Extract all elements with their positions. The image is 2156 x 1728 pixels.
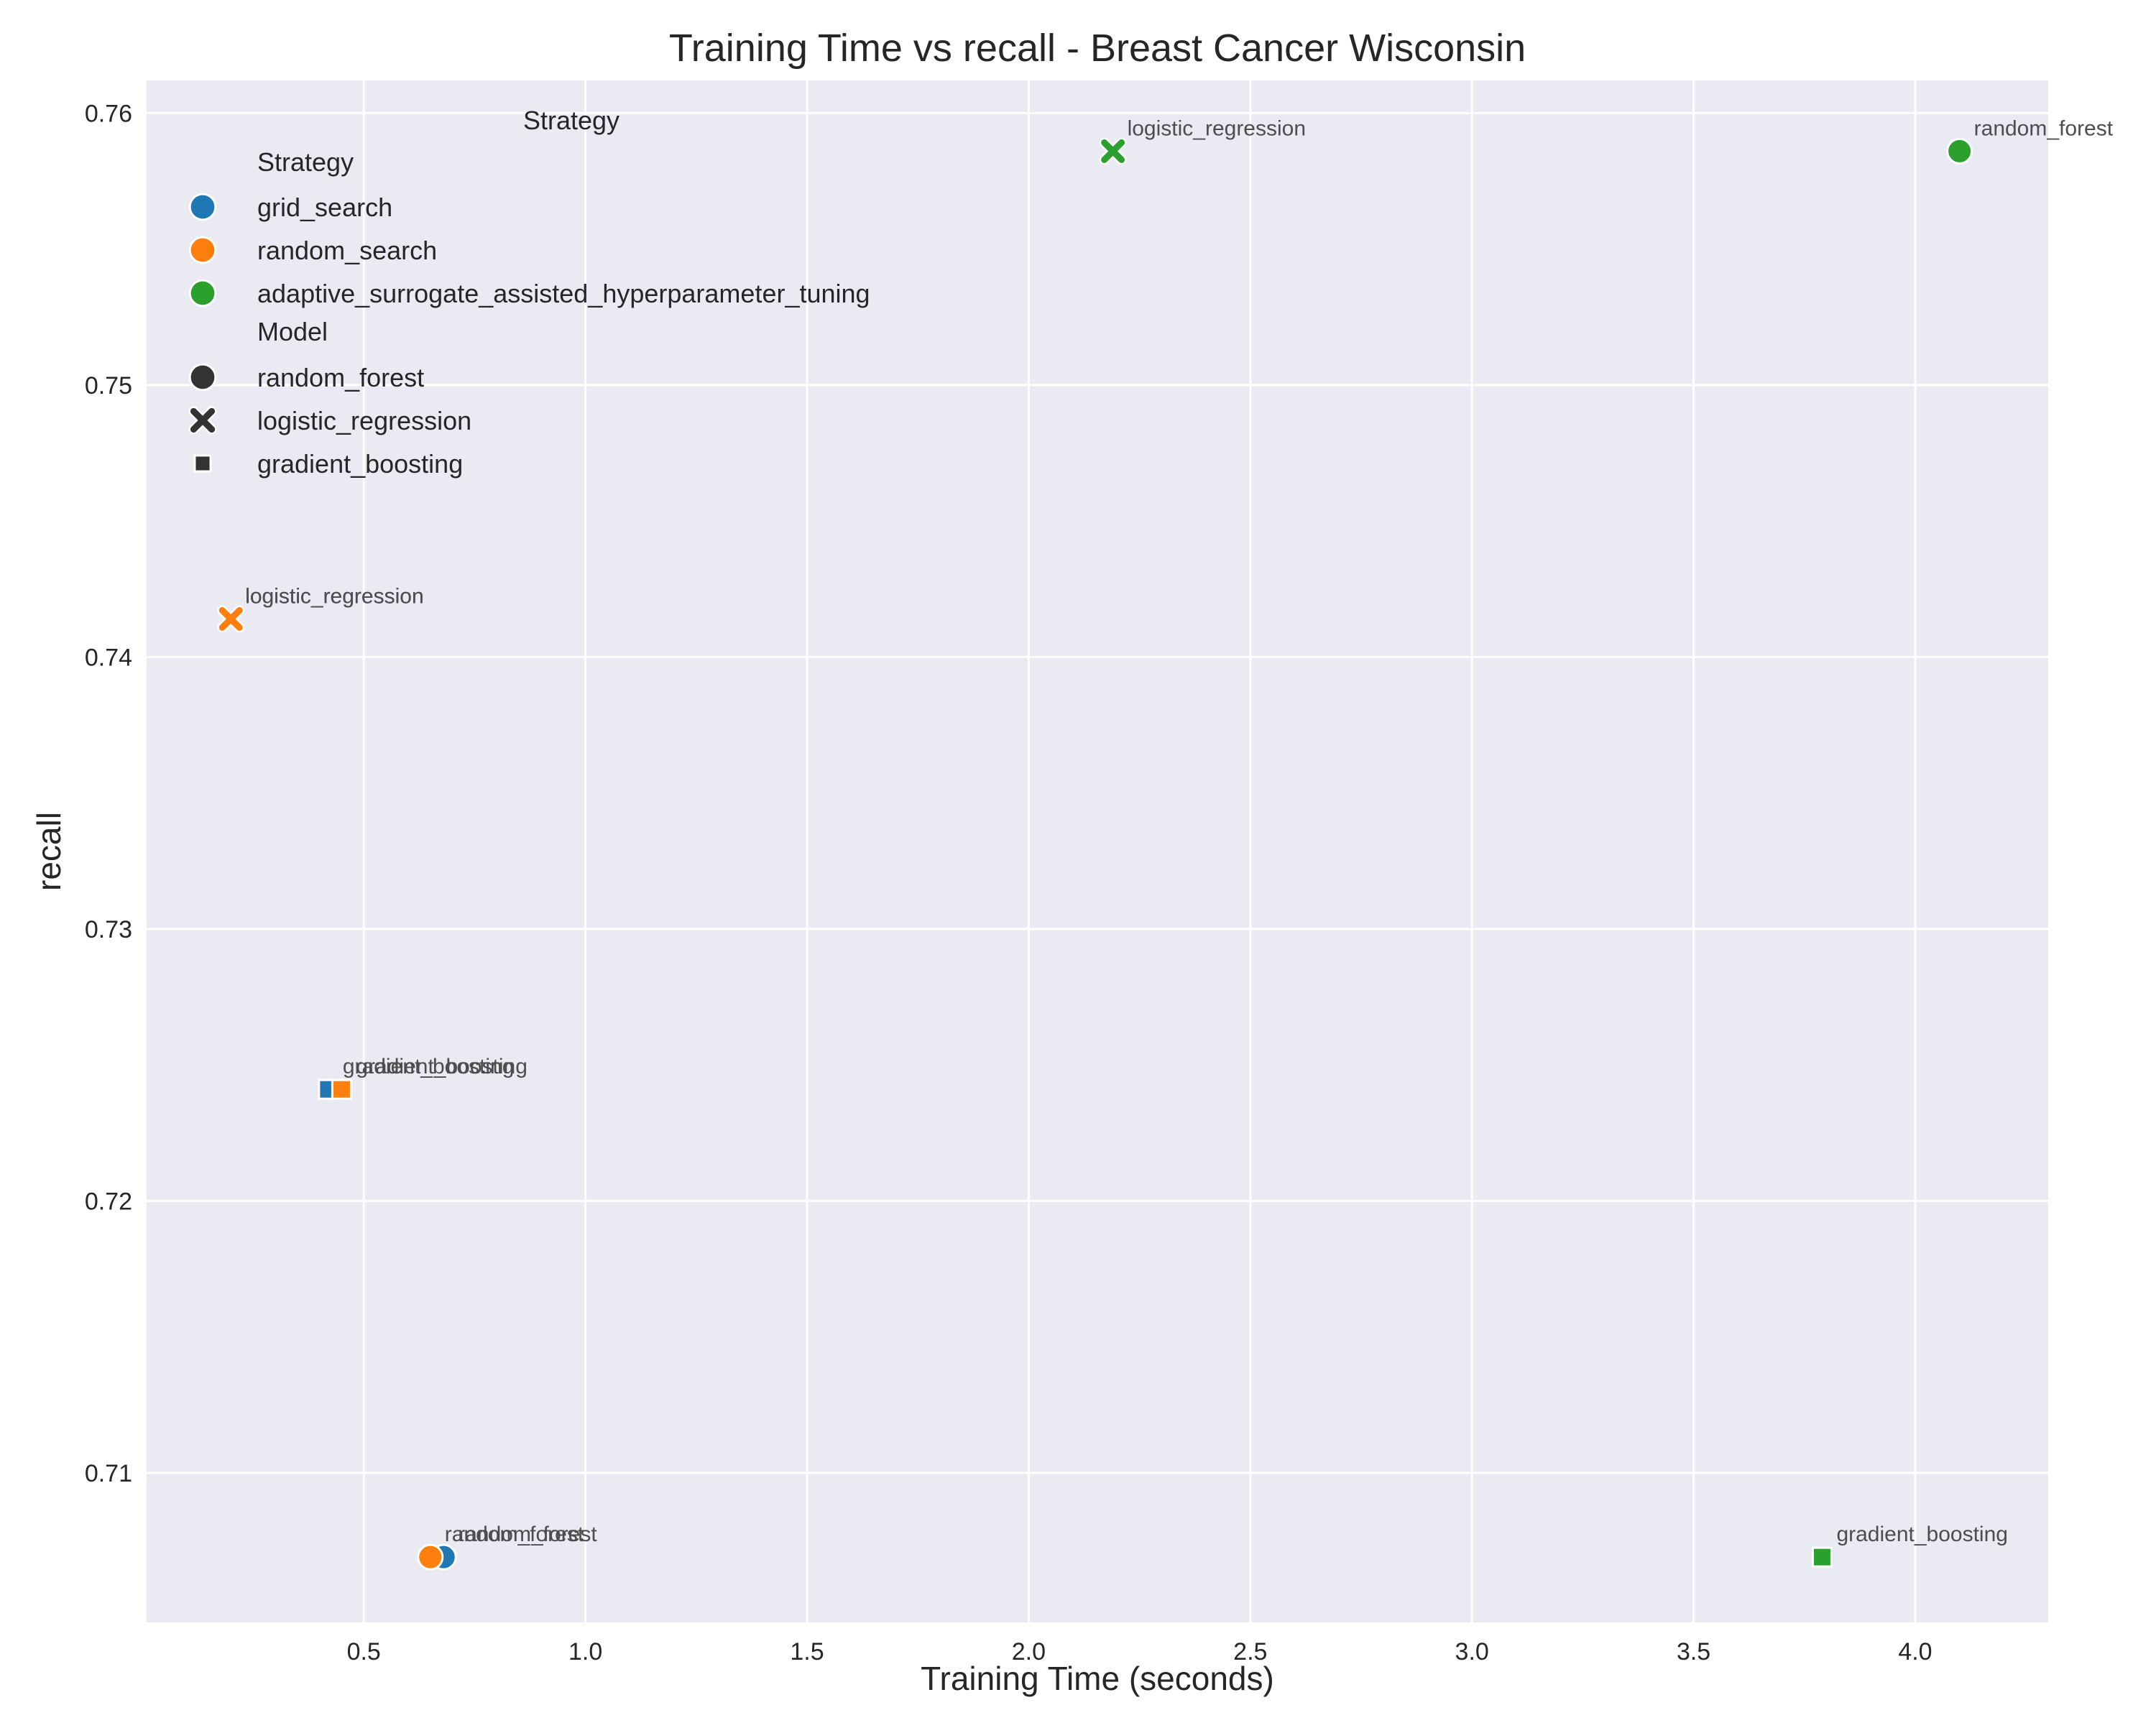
legend-model-header: Model	[257, 317, 328, 346]
y-tick-label: 0.74	[85, 644, 132, 671]
legend-model-label: gradient_boosting	[257, 449, 463, 479]
plot-area	[147, 80, 2048, 1622]
point-label: gradient_boosting	[356, 1055, 528, 1078]
y-axis-label: recall	[30, 812, 68, 891]
legend-strategy-label: adaptive_surrogate_assisted_hyperparamet…	[257, 279, 870, 308]
legend-strategy-label: random_search	[257, 236, 437, 265]
point-gradient-boosting	[1811, 1546, 1833, 1568]
legend-strategy-marker	[188, 279, 217, 308]
legend-model-marker	[188, 363, 217, 392]
x-tick-label: 0.5	[347, 1638, 381, 1665]
y-tick-label: 0.72	[85, 1188, 132, 1215]
y-tick-label: 0.71	[85, 1460, 132, 1487]
x-tick-label: 3.0	[1455, 1638, 1489, 1665]
point-random-forest	[417, 1543, 444, 1571]
point-random-forest	[1946, 137, 1973, 165]
x-tick-label: 2.5	[1233, 1638, 1267, 1665]
y-tick-label: 0.76	[85, 100, 132, 127]
point-label: gradient_boosting	[343, 1055, 515, 1078]
legend-model-marker	[193, 454, 212, 473]
x-tick-label: 2.0	[1012, 1638, 1046, 1665]
legend-title: Strategy	[523, 106, 619, 135]
legend-strategy-header: Strategy	[257, 147, 354, 177]
point-label: random_forest	[445, 1523, 584, 1546]
y-tick-labels: 0.71 0.72 0.73 0.74 0.75 0.76	[85, 100, 132, 1487]
legend-model-label: logistic_regression	[257, 406, 471, 435]
grid-lines	[147, 80, 2048, 1622]
legend-model-marker	[188, 406, 217, 435]
y-tick-label: 0.75	[85, 372, 132, 399]
point-logistic-regression	[1099, 137, 1127, 165]
x-tick-label: 1.0	[568, 1638, 602, 1665]
point-label: gradient_boosting	[1836, 1523, 2008, 1546]
legend-strategy-marker	[188, 236, 217, 264]
legend-model-label: random_forest	[257, 363, 424, 392]
legend-strategy-marker	[188, 193, 217, 221]
point-label: logistic_regression	[1128, 116, 1306, 140]
point-label: logistic_regression	[245, 584, 423, 608]
y-tick-label: 0.73	[85, 916, 132, 943]
data-points	[217, 137, 1973, 1571]
point-logistic-regression	[217, 605, 245, 633]
legend: Strategy Strategy Model grid_searchrando…	[188, 106, 870, 479]
point-label: random_forest	[458, 1523, 597, 1546]
legend-strategy-label: grid_search	[257, 193, 392, 222]
point-gradient-boosting	[331, 1078, 352, 1100]
x-axis-label: Training Time (seconds)	[921, 1660, 1274, 1697]
x-tick-labels: 0.5 1.0 1.5 2.0 2.5 3.0 3.5 4.0	[347, 1638, 1932, 1665]
x-tick-label: 3.5	[1677, 1638, 1710, 1665]
x-tick-label: 1.5	[790, 1638, 824, 1665]
point-label: random_forest	[1974, 116, 2114, 140]
point-annotations: random_forest logistic_regression gradient…	[245, 116, 2114, 1546]
point-label: logistic_regression	[245, 584, 423, 608]
x-tick-label: 4.0	[1898, 1638, 1932, 1665]
chart-title: Training Time vs recall - Breast Cancer …	[669, 27, 1526, 70]
